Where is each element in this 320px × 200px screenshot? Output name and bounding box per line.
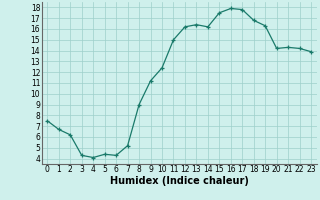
X-axis label: Humidex (Indice chaleur): Humidex (Indice chaleur) <box>110 176 249 186</box>
